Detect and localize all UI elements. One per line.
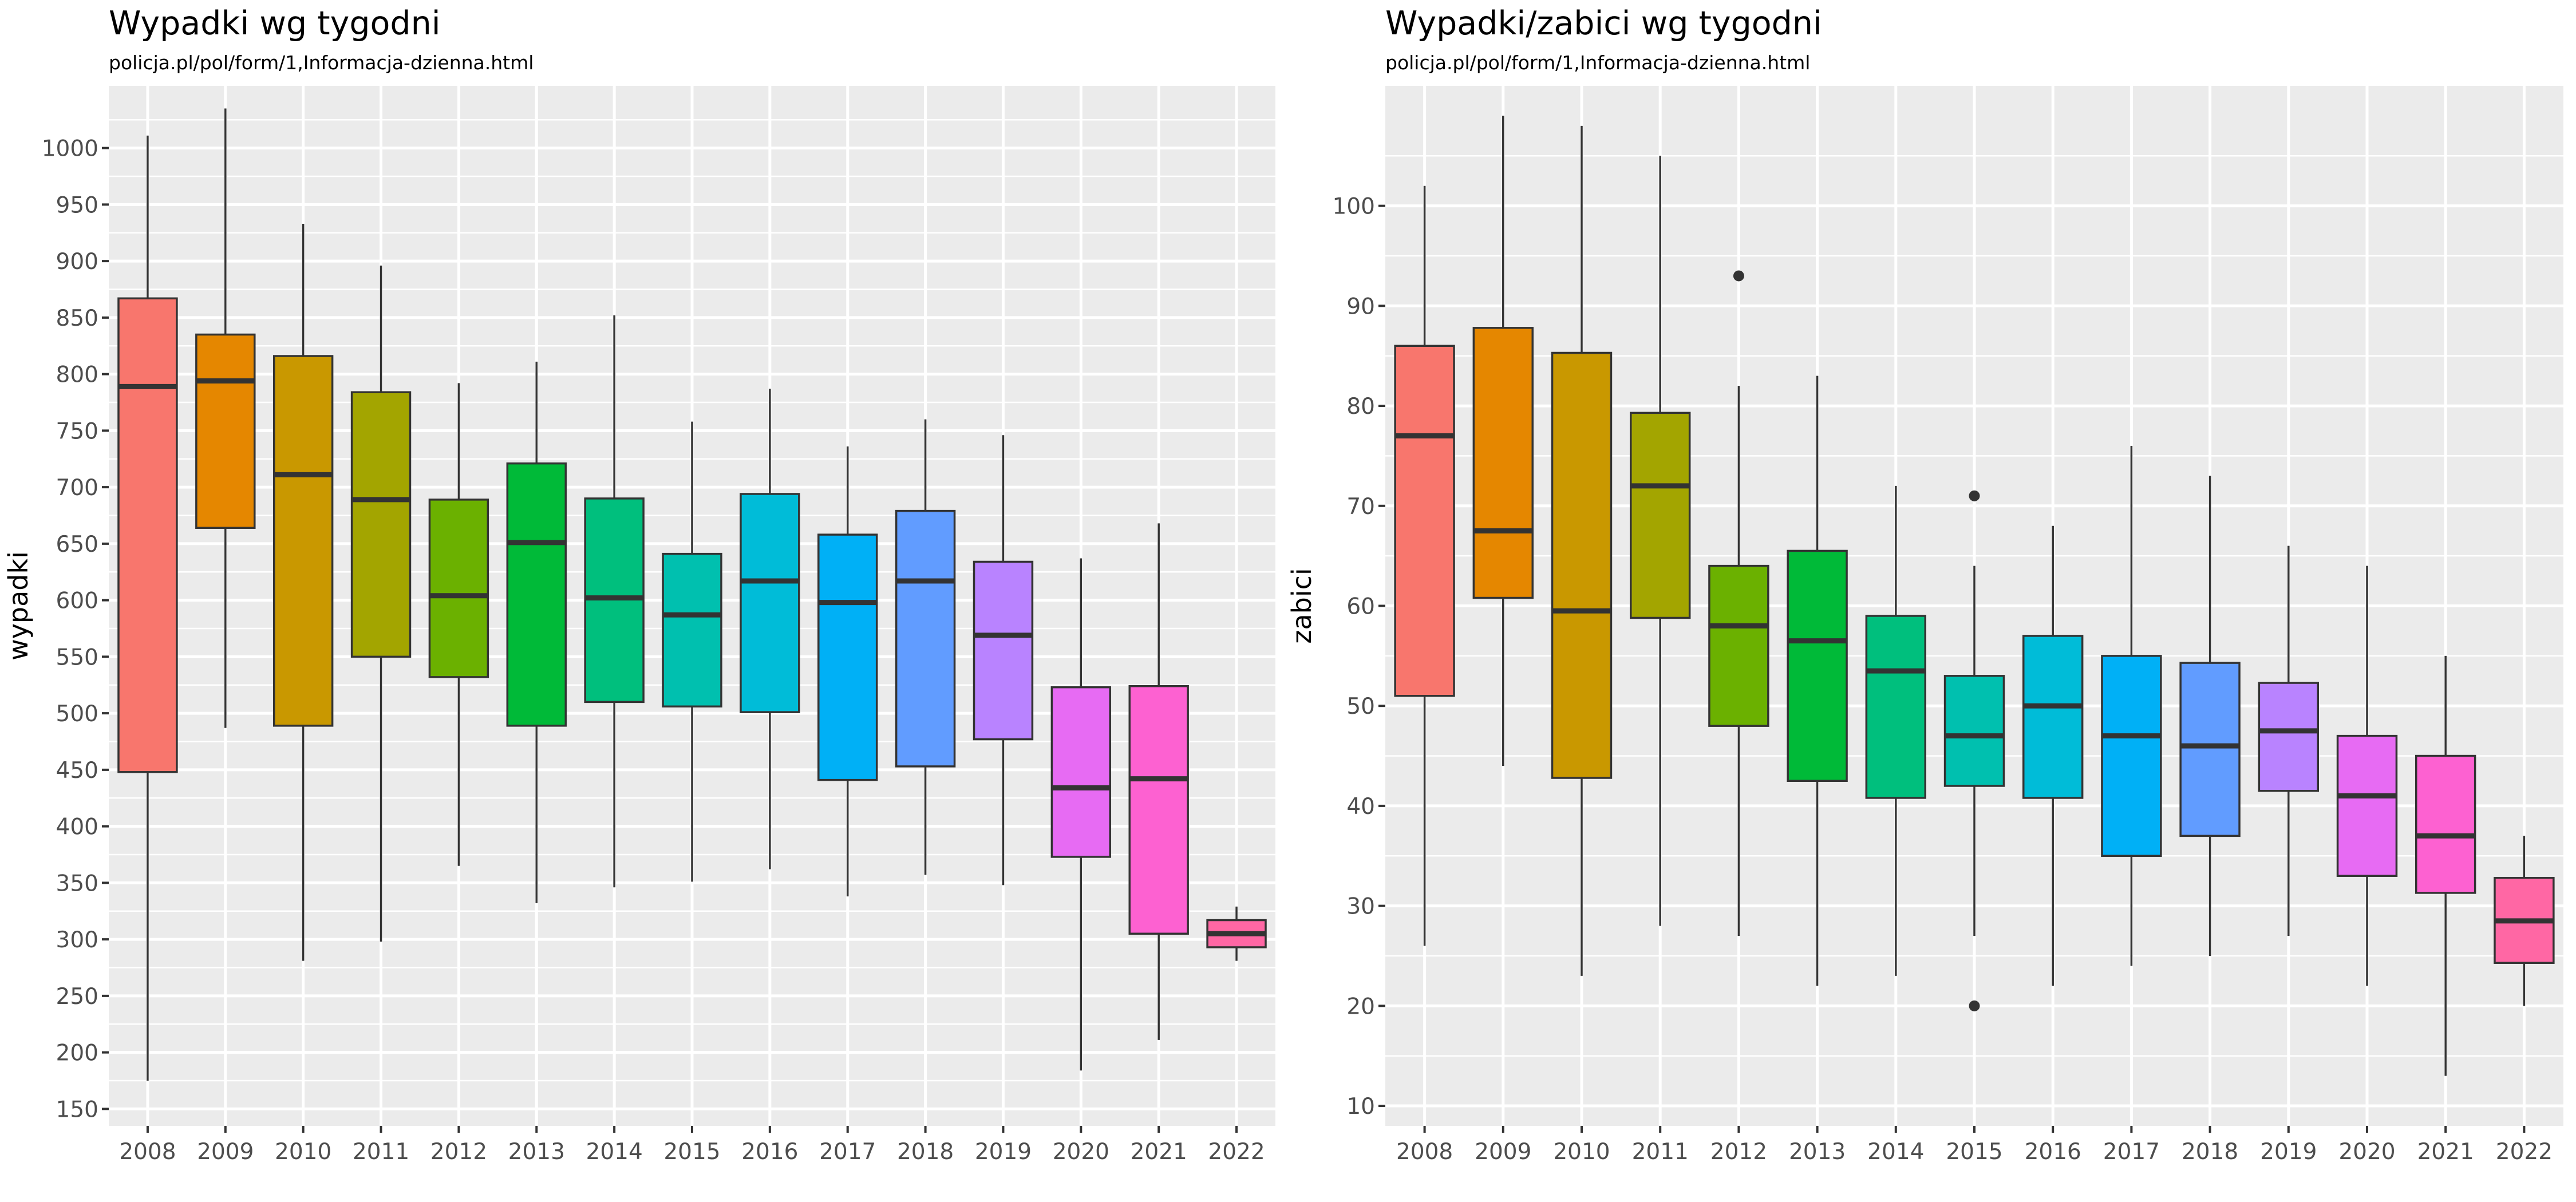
- y-tick-label: 900: [56, 249, 98, 275]
- chart2-title: Wypadki/zabici wg tygodni: [1385, 5, 1822, 42]
- chart2-killed-boxplot: 10 20 30 40 50 60 70 80 90 100 2008 2009 2010 2011 201…: [1286, 86, 2563, 1165]
- x-tick-label: 2014: [1867, 1139, 1924, 1165]
- y-tick-label: 300: [56, 927, 98, 953]
- box-2013: [506, 462, 567, 727]
- x-tick-label: 2017: [819, 1139, 876, 1165]
- outlier-point: [1969, 1000, 1980, 1011]
- x-tick-label: 2008: [119, 1139, 176, 1165]
- box-2020: [1050, 686, 1112, 858]
- box-2008: [117, 297, 178, 773]
- x-tick-label: 2019: [2260, 1139, 2317, 1165]
- y-tick-label: 350: [56, 871, 98, 896]
- x-tick-label: 2018: [2182, 1139, 2238, 1165]
- x-tick-label: 2020: [2338, 1139, 2395, 1165]
- y-tick-label: 250: [56, 984, 98, 1010]
- box-2014: [1865, 615, 1927, 799]
- y-tick-label: 20: [1346, 994, 1375, 1019]
- x-tick-label: 2022: [1208, 1139, 1265, 1165]
- x-tick-label: 2017: [2103, 1139, 2160, 1165]
- y-tick-label: 10: [1346, 1094, 1375, 1120]
- x-tick-label: 2010: [275, 1139, 331, 1165]
- x-tick-label: 2016: [741, 1139, 798, 1165]
- y-tick-label: 40: [1346, 794, 1375, 820]
- y-tick-label: 90: [1346, 294, 1375, 319]
- outlier-point: [1733, 270, 1744, 282]
- box-2010: [272, 355, 334, 727]
- x-tick-label: 2010: [1553, 1139, 1610, 1165]
- chart1-subtitle: policja.pl/pol/form/1,Informacja-dzienna…: [109, 52, 534, 74]
- y-tick-label: 950: [56, 192, 98, 218]
- y-axis-title: wypadki: [3, 551, 34, 661]
- x-tick-label: 2021: [2417, 1139, 2474, 1165]
- y-tick-label: 100: [1333, 194, 1375, 220]
- box-2009: [1472, 327, 1534, 599]
- y-tick-label: 1000: [42, 136, 98, 162]
- y-tick-label: 60: [1346, 594, 1375, 620]
- box-2020: [2336, 734, 2398, 877]
- box-2016: [2022, 635, 2084, 799]
- chart1-accidents-boxplot: 150 200 250 300 350 400 450 500 550 600 650 700 750 8…: [3, 86, 1275, 1165]
- y-tick-label: 700: [56, 475, 98, 501]
- x-tick-label: 2021: [1131, 1139, 1187, 1165]
- x-tick-label: 2009: [197, 1139, 254, 1165]
- y-tick-label: 800: [56, 362, 98, 388]
- box-2008: [1394, 345, 1455, 697]
- y-tick-label: 450: [56, 758, 98, 784]
- y-tick-label: 850: [56, 306, 98, 331]
- x-tick-label: 2013: [1789, 1139, 1846, 1165]
- box-2015: [662, 552, 722, 708]
- box-2019: [973, 560, 1034, 741]
- y-tick-label: 50: [1346, 694, 1375, 719]
- box-2016: [740, 493, 800, 713]
- x-tick-label: 2020: [1053, 1139, 1109, 1165]
- box-2012: [428, 499, 489, 678]
- x-tick-label: 2022: [2496, 1139, 2553, 1165]
- y-tick-label: 500: [56, 701, 98, 727]
- x-tick-label: 2011: [1632, 1139, 1689, 1165]
- x-tick-label: 2011: [353, 1139, 409, 1165]
- outlier-point: [1969, 490, 1980, 501]
- chart2-subtitle: policja.pl/pol/form/1,Informacja-dzienna…: [1385, 52, 1811, 74]
- y-tick-label: 80: [1346, 394, 1375, 420]
- x-tick-label: 2016: [2025, 1139, 2081, 1165]
- box-2009: [195, 333, 256, 529]
- y-tick-label: 30: [1346, 894, 1375, 920]
- box-2010: [1551, 351, 1613, 779]
- box-2012: [1708, 564, 1769, 727]
- y-tick-label: 400: [56, 814, 98, 840]
- box-2021: [2415, 754, 2476, 894]
- x-tick-label: 2014: [586, 1139, 643, 1165]
- x-tick-label: 2015: [1946, 1139, 2002, 1165]
- x-tick-label: 2013: [508, 1139, 565, 1165]
- chart1-title: Wypadki wg tygodni: [109, 5, 441, 42]
- x-tick-label: 2009: [1475, 1139, 1531, 1165]
- x-tick-label: 2019: [975, 1139, 1032, 1165]
- y-tick-label: 600: [56, 588, 98, 614]
- x-tick-label: 2018: [897, 1139, 954, 1165]
- box-2017: [2101, 655, 2162, 857]
- box-2011: [1630, 412, 1691, 619]
- box-2018: [2179, 662, 2241, 837]
- box-2017: [817, 533, 878, 781]
- box-2018: [895, 509, 956, 768]
- x-tick-label: 2015: [663, 1139, 720, 1165]
- box-2021: [1128, 685, 1189, 935]
- y-tick-label: 200: [56, 1041, 98, 1066]
- x-tick-label: 2012: [430, 1139, 487, 1165]
- box-2015: [1943, 675, 2005, 787]
- box-2019: [2258, 682, 2320, 792]
- box-2011: [350, 391, 412, 658]
- y-tick-label: 650: [56, 532, 98, 557]
- y-tick-label: 150: [56, 1097, 98, 1122]
- y-tick-label: 550: [56, 645, 98, 670]
- x-tick-label: 2012: [1710, 1139, 1767, 1165]
- box-2013: [1787, 549, 1848, 782]
- x-tick-label: 2008: [1396, 1139, 1453, 1165]
- y-tick-label: 70: [1346, 494, 1375, 520]
- y-axis-title: zabici: [1286, 568, 1317, 643]
- y-tick-label: 750: [56, 418, 98, 444]
